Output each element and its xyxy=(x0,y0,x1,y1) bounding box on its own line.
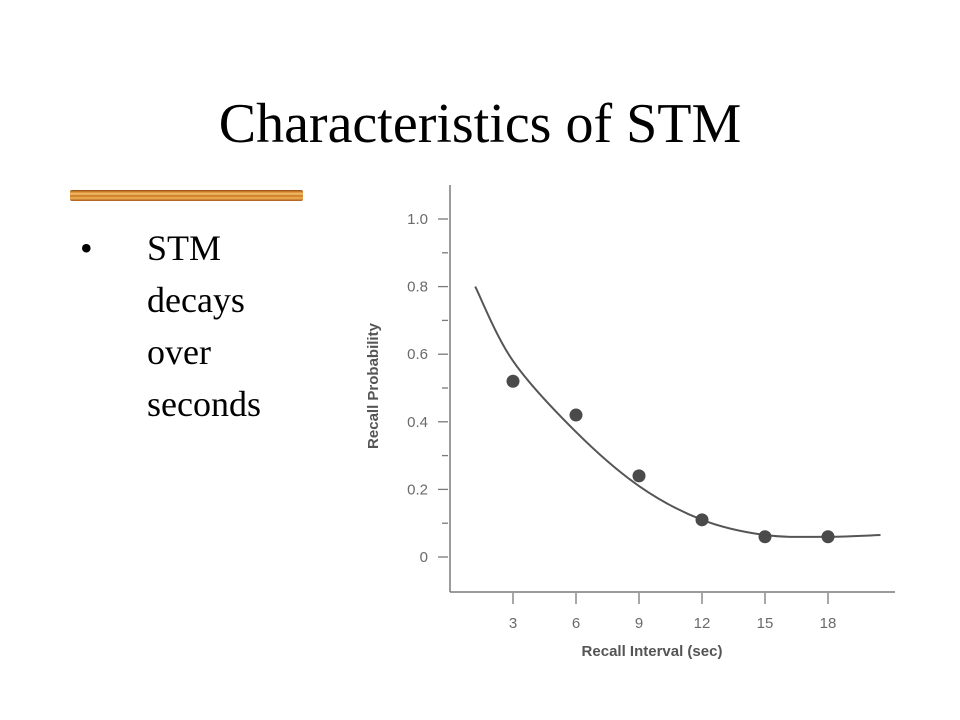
slide-title: Characteristics of STM xyxy=(218,93,742,155)
y-tick-label: 0.6 xyxy=(407,346,428,363)
data-point xyxy=(758,530,772,544)
data-point xyxy=(569,408,583,422)
data-point xyxy=(632,469,646,483)
x-tick-label: 15 xyxy=(757,615,774,632)
bullet-text: STM decays over seconds xyxy=(147,228,261,424)
title-divider xyxy=(70,190,303,201)
chart-axes xyxy=(438,185,895,604)
x-axis-title: Recall Interval (sec) xyxy=(582,643,723,660)
y-tick-label: 0.4 xyxy=(407,414,428,431)
x-tick-label: 12 xyxy=(694,615,711,632)
x-tick-label: 9 xyxy=(635,615,643,632)
chart-svg: 1.0 0.8 0.6 0.4 0.2 0 3 6 9 12 15 18 Recall Interva… xyxy=(365,185,895,660)
data-point xyxy=(821,530,835,544)
x-tick-label: 6 xyxy=(572,615,580,632)
y-tick-label: 0.8 xyxy=(407,279,428,296)
y-tick-label: 0.2 xyxy=(407,481,428,498)
tick-labels: 1.0 0.8 0.6 0.4 0.2 0 3 6 9 12 15 18 xyxy=(407,211,836,632)
y-tick-label: 0 xyxy=(420,549,428,566)
data-point xyxy=(695,513,709,527)
data-points xyxy=(506,374,835,544)
y-tick-label: 1.0 xyxy=(407,211,428,228)
fitted-curve xyxy=(474,286,881,538)
data-point xyxy=(506,374,520,388)
bullet-marker: • xyxy=(80,228,93,268)
recall-chart: 1.0 0.8 0.6 0.4 0.2 0 3 6 9 12 15 18 Recall Interva… xyxy=(330,170,950,710)
y-axis-title: Recall Probability xyxy=(365,322,382,449)
x-tick-label: 3 xyxy=(509,615,517,632)
x-tick-label: 18 xyxy=(820,615,837,632)
